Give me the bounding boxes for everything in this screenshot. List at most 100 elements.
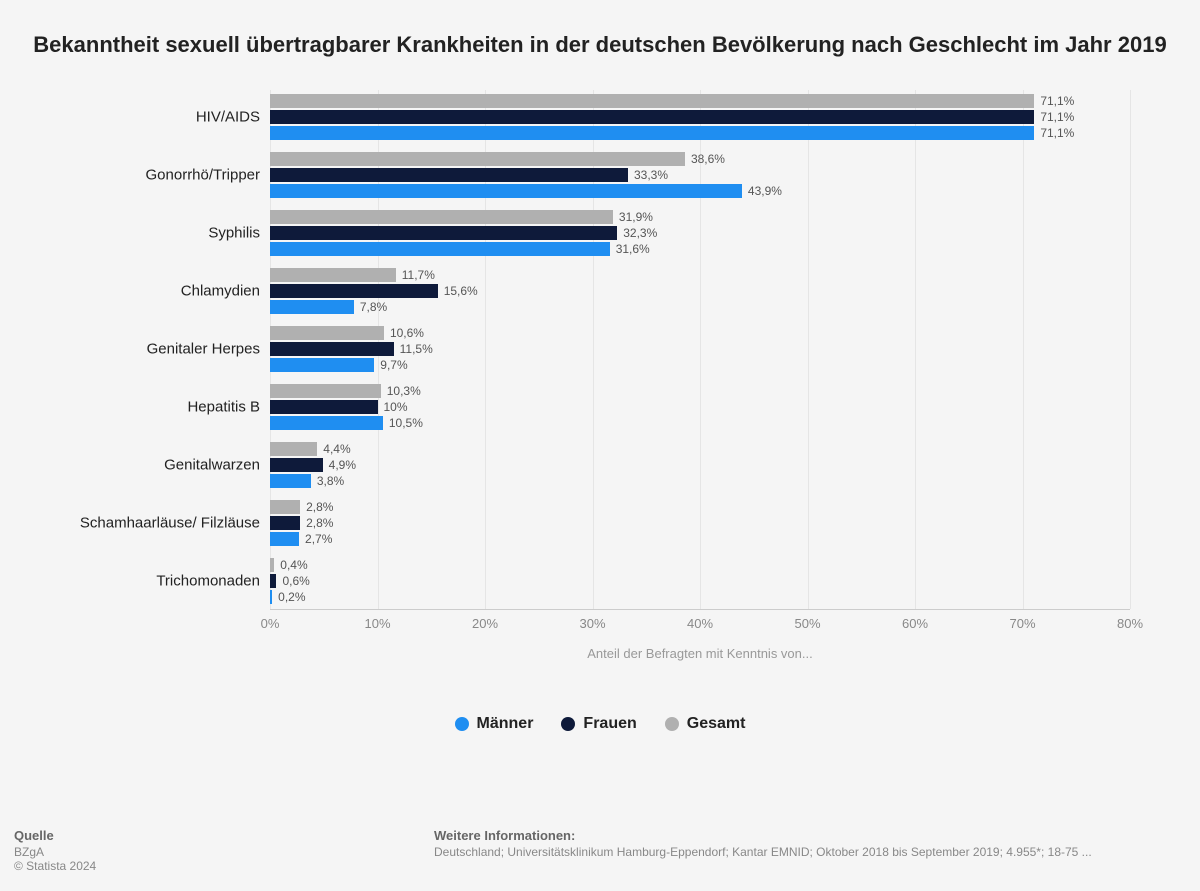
bar-maenner: 7,8%: [270, 300, 354, 314]
bar-value-label: 3,8%: [317, 474, 344, 488]
x-tick-label: 70%: [1009, 616, 1035, 631]
category-label: Genitaler Herpes: [147, 340, 260, 357]
legend-dot-icon: [665, 717, 679, 731]
bar-value-label: 4,9%: [329, 458, 356, 472]
x-tick-label: 10%: [364, 616, 390, 631]
bar-frauen: 32,3%: [270, 226, 617, 240]
bar-frauen: 71,1%: [270, 110, 1034, 124]
bar-maenner: 3,8%: [270, 474, 311, 488]
bar-value-label: 2,8%: [306, 516, 333, 530]
bar-gesamt: 71,1%: [270, 94, 1034, 108]
bar-value-label: 10,5%: [389, 416, 423, 430]
category-group: Schamhaarläuse/ Filzläuse2,8%2,8%2,7%: [270, 500, 1130, 546]
legend-dot-icon: [455, 717, 469, 731]
bar-value-label: 11,5%: [400, 342, 433, 356]
bar-value-label: 4,4%: [323, 442, 350, 456]
bar-gesamt: 2,8%: [270, 500, 300, 514]
bar-value-label: 33,3%: [634, 168, 668, 182]
bar-value-label: 11,7%: [402, 268, 435, 282]
category-label: Hepatitis B: [187, 398, 260, 415]
bar-value-label: 71,1%: [1040, 94, 1074, 108]
bar-maenner: 2,7%: [270, 532, 299, 546]
bar-value-label: 7,8%: [360, 300, 387, 314]
bar-value-label: 31,9%: [619, 210, 653, 224]
footer-source: Quelle BZgA © Statista 2024: [14, 828, 434, 873]
bar-value-label: 31,6%: [616, 242, 650, 256]
legend-label: Männer: [477, 715, 534, 733]
category-group: Chlamydien11,7%15,6%7,8%: [270, 268, 1130, 314]
legend-label: Frauen: [583, 715, 636, 733]
x-tick-label: 0%: [261, 616, 280, 631]
bar-value-label: 0,4%: [280, 558, 307, 572]
grid-line: [1130, 90, 1131, 609]
legend: Männer Frauen Gesamt: [10, 715, 1190, 736]
category-label: Gonorrhö/Tripper: [146, 166, 261, 183]
bar-gesamt: 11,7%: [270, 268, 396, 282]
bar-frauen: 15,6%: [270, 284, 438, 298]
bar-frauen: 10%: [270, 400, 378, 414]
bar-frauen: 4,9%: [270, 458, 323, 472]
bar-value-label: 43,9%: [748, 184, 782, 198]
bar-value-label: 15,6%: [444, 284, 478, 298]
bar-frauen: 2,8%: [270, 516, 300, 530]
bar-value-label: 71,1%: [1040, 126, 1074, 140]
x-tick-label: 20%: [472, 616, 498, 631]
category-group: Genitaler Herpes10,6%11,5%9,7%: [270, 326, 1130, 372]
category-group: Trichomonaden0,4%0,6%0,2%: [270, 558, 1130, 604]
legend-item-maenner: Männer: [455, 715, 534, 733]
bar-gesamt: 38,6%: [270, 152, 685, 166]
source-heading: Quelle: [14, 828, 434, 843]
bar-value-label: 9,7%: [380, 358, 407, 372]
bar-value-label: 0,6%: [282, 574, 309, 588]
plot-area: HIV/AIDS71,1%71,1%71,1%Gonorrhö/Tripper3…: [270, 90, 1130, 610]
category-label: Genitalwarzen: [164, 456, 260, 473]
category-label: Chlamydien: [181, 282, 260, 299]
footer-info: Weitere Informationen: Deutschland; Univ…: [434, 828, 1186, 873]
bar-frauen: 0,6%: [270, 574, 276, 588]
category-label: Trichomonaden: [156, 572, 260, 589]
category-label: Schamhaarläuse/ Filzläuse: [80, 514, 260, 531]
bar-maenner: 9,7%: [270, 358, 374, 372]
bar-maenner: 31,6%: [270, 242, 610, 256]
bar-frauen: 11,5%: [270, 342, 394, 356]
bar-value-label: 2,8%: [306, 500, 333, 514]
category-group: Syphilis31,9%32,3%31,6%: [270, 210, 1130, 256]
legend-item-frauen: Frauen: [561, 715, 636, 733]
x-tick-label: 80%: [1117, 616, 1143, 631]
bar-maenner: 0,2%: [270, 590, 272, 604]
x-tick-label: 30%: [579, 616, 605, 631]
info-text: Deutschland; Universitätsklinikum Hambur…: [434, 845, 1186, 859]
x-tick-label: 60%: [902, 616, 928, 631]
chart-container: Bekanntheit sexuell übertragbarer Krankh…: [0, 0, 1200, 891]
bar-value-label: 0,2%: [278, 590, 305, 604]
bar-value-label: 10,3%: [387, 384, 421, 398]
category-group: Hepatitis B10,3%10%10,5%: [270, 384, 1130, 430]
category-group: Genitalwarzen4,4%4,9%3,8%: [270, 442, 1130, 488]
category-group: Gonorrhö/Tripper38,6%33,3%43,9%: [270, 152, 1130, 198]
legend-label: Gesamt: [687, 715, 746, 733]
bar-value-label: 2,7%: [305, 532, 332, 546]
category-label: Syphilis: [208, 224, 260, 241]
category-label: HIV/AIDS: [196, 108, 260, 125]
bar-gesamt: 4,4%: [270, 442, 317, 456]
source-line: BZgA: [14, 845, 434, 859]
chart-area: HIV/AIDS71,1%71,1%71,1%Gonorrhö/Tripper3…: [270, 90, 1130, 650]
x-tick-label: 40%: [687, 616, 713, 631]
bar-gesamt: 10,3%: [270, 384, 381, 398]
info-heading: Weitere Informationen:: [434, 828, 1186, 843]
chart-title: Bekanntheit sexuell übertragbarer Krankh…: [30, 30, 1170, 60]
bar-value-label: 32,3%: [623, 226, 657, 240]
footer: Quelle BZgA © Statista 2024 Weitere Info…: [14, 828, 1186, 873]
bar-value-label: 71,1%: [1040, 110, 1074, 124]
source-copyright: © Statista 2024: [14, 859, 434, 873]
x-tick-label: 50%: [794, 616, 820, 631]
bar-frauen: 33,3%: [270, 168, 628, 182]
category-group: HIV/AIDS71,1%71,1%71,1%: [270, 94, 1130, 140]
bar-value-label: 10,6%: [390, 326, 424, 340]
legend-dot-icon: [561, 717, 575, 731]
bar-gesamt: 10,6%: [270, 326, 384, 340]
x-axis-title: Anteil der Befragten mit Kenntnis von...: [587, 646, 812, 661]
bar-maenner: 43,9%: [270, 184, 742, 198]
bar-gesamt: 0,4%: [270, 558, 274, 572]
bar-gesamt: 31,9%: [270, 210, 613, 224]
